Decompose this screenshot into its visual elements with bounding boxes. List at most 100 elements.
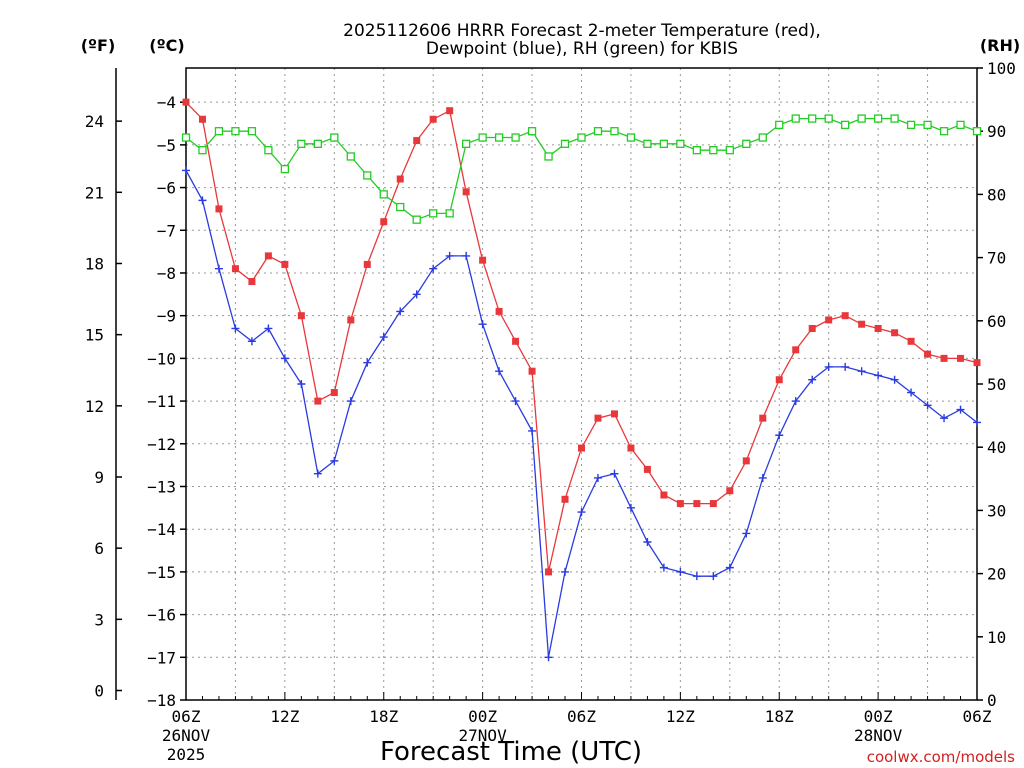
rh-point — [346, 152, 355, 161]
temperature-point — [297, 312, 305, 320]
dewpoint-point — [593, 473, 602, 482]
dewpoint-point — [412, 290, 421, 299]
x-tick-label: 00Z — [864, 707, 893, 726]
dewpoint-point — [692, 572, 701, 581]
temperature-point — [182, 98, 190, 106]
dewpoint-point — [231, 324, 240, 333]
dewpoint-point — [907, 388, 916, 397]
temperature-point — [396, 175, 404, 183]
temperature-point — [792, 346, 800, 354]
rh-point — [478, 133, 487, 142]
f-tick-label: 24 — [85, 112, 104, 131]
temperature-point — [676, 500, 684, 508]
dewpoint-point — [758, 473, 767, 482]
dewpoint-point — [544, 653, 553, 662]
unit-label-celsius: (ºC) — [149, 36, 184, 55]
rh-point — [676, 139, 685, 148]
temperature-point — [594, 414, 602, 422]
dewpoint-point — [198, 196, 207, 205]
temperature-point — [825, 316, 833, 324]
rh-tick-label: 30 — [987, 501, 1006, 520]
temperature-point — [264, 252, 272, 260]
rh-point — [577, 133, 586, 142]
rh-point — [280, 164, 290, 174]
rh-point — [181, 133, 191, 142]
c-tick-label: −8 — [157, 264, 176, 283]
dewpoint-point — [511, 397, 520, 406]
dewpoint-point — [396, 307, 405, 316]
rh-point — [363, 171, 372, 180]
rh-point — [461, 139, 471, 148]
rh-point — [593, 127, 603, 136]
temperature-point — [479, 256, 487, 264]
temperature-point — [429, 115, 437, 123]
rh-point — [725, 146, 734, 155]
x-tick-date-label: 27NOV — [459, 726, 508, 745]
x-tick-label: 18Z — [765, 707, 794, 726]
rh-point — [841, 120, 850, 130]
rh-tick-label: 70 — [987, 249, 1006, 268]
dewpoint-point — [346, 397, 355, 406]
rh-point — [560, 139, 570, 148]
temperature-point — [330, 389, 338, 397]
rh-point — [791, 114, 800, 123]
rh-point — [214, 127, 224, 136]
rh-tick-label: 60 — [987, 312, 1006, 331]
rh-point — [808, 114, 817, 123]
temperature-point — [413, 137, 421, 145]
temperature-point — [775, 376, 783, 384]
dewpoint-point — [330, 456, 339, 465]
dewpoint-point — [445, 251, 454, 260]
unit-label-fahrenheit: (ºF) — [81, 36, 116, 55]
rh-point — [379, 190, 388, 199]
dewpoint-point — [264, 324, 273, 333]
rh-tick-label: 0 — [987, 691, 997, 710]
x-tick-label: 06Z — [963, 707, 992, 726]
dewpoint-point — [808, 375, 817, 384]
rh-point — [313, 139, 322, 148]
c-tick-label: −12 — [147, 435, 176, 454]
credit-text: coolwx.com/models — [867, 748, 1015, 766]
dewpoint-point — [280, 354, 289, 363]
rh-point — [742, 139, 751, 148]
dewpoint-point — [643, 538, 652, 546]
temperature-point — [924, 350, 932, 358]
c-tick-label: −15 — [147, 563, 176, 582]
temperature-point — [281, 260, 289, 268]
c-tick-label: −17 — [147, 648, 176, 667]
rh-tick-label: 40 — [987, 438, 1006, 457]
temperature-point — [808, 324, 816, 332]
dewpoint-point — [857, 367, 866, 376]
rh-point — [643, 139, 652, 148]
c-tick-label: −9 — [157, 307, 176, 326]
dewpoint-point — [528, 426, 537, 435]
temperature-point — [907, 337, 915, 345]
rh-point — [857, 114, 866, 123]
f-tick-label: 21 — [85, 183, 104, 202]
rh-point — [824, 114, 833, 123]
temperature-point — [940, 354, 948, 362]
title-line-1: 2025112606 HRRR Forecast 2-meter Tempera… — [343, 21, 821, 41]
dewpoint-point — [626, 503, 635, 512]
rh-tick-label: 10 — [987, 628, 1006, 647]
tick-labels: −18 −17 −16 −15 −14 −13 −12 −11 −10 −9 −8 −7 −6 −5 −4 0… — [85, 59, 1016, 764]
series-layer — [181, 98, 982, 662]
rh-point — [972, 127, 982, 136]
x-tick-label: 12Z — [270, 707, 299, 726]
c-tick-label: −16 — [147, 606, 176, 625]
f-tick-label: 15 — [85, 326, 104, 345]
rh-point — [396, 202, 405, 212]
rh-point — [626, 133, 636, 142]
rh-point — [429, 209, 438, 218]
title-line-2: Dewpoint (blue), RH (green) for KBIS — [426, 39, 738, 59]
temperature-point — [446, 107, 454, 115]
temperature-point — [528, 367, 536, 375]
dewpoint-point — [791, 397, 800, 406]
temperature-point — [347, 316, 355, 324]
x-tick-label: 18Z — [369, 707, 398, 726]
dewpoint-point — [940, 414, 949, 423]
x-tick-label: 06Z — [172, 707, 201, 726]
rh-tick-label: 20 — [987, 565, 1006, 584]
temperature-point — [495, 307, 503, 315]
axes — [115, 67, 983, 701]
